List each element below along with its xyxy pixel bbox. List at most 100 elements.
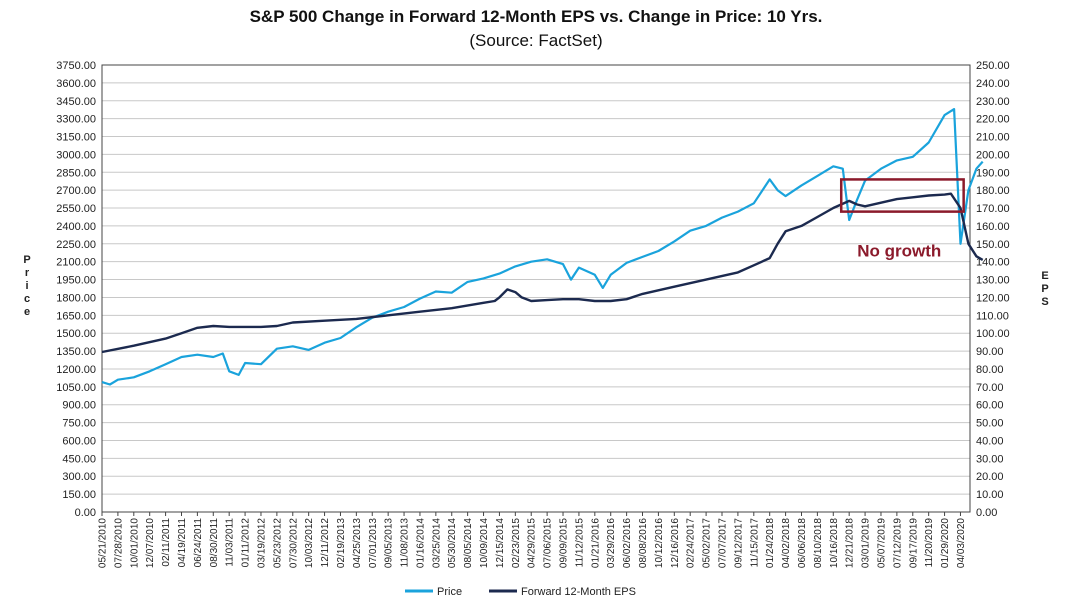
x-tick-label: 04/29/2015	[527, 518, 538, 568]
left-tick-label: 900.00	[62, 400, 96, 412]
left-tick-label: 3300.00	[56, 114, 96, 126]
left-tick-label: 750.00	[62, 418, 96, 430]
x-tick-label: 06/02/2016	[622, 518, 633, 568]
right-tick-label: 150.00	[976, 239, 1010, 251]
x-tick-label: 04/02/2018	[781, 518, 792, 568]
left-tick-label: 3000.00	[56, 149, 96, 161]
series-line-forward-12-month-eps	[101, 192, 984, 354]
x-tick-label: 07/12/2019	[892, 518, 903, 568]
x-tick-label: 02/23/2015	[511, 518, 522, 568]
chart-title: S&P 500 Change in Forward 12-Month EPS v…	[249, 7, 823, 26]
x-tick-label: 07/28/2010	[113, 518, 124, 568]
right-tick-label: 0.00	[976, 507, 997, 519]
right-tick-label: 170.00	[976, 203, 1010, 215]
left-tick-label: 300.00	[62, 471, 96, 483]
x-tick-label: 09/12/2017	[733, 518, 744, 568]
series-line-price	[101, 108, 984, 386]
x-tick-label: 05/30/2014	[447, 518, 458, 568]
left-tick-label: 3450.00	[56, 96, 96, 108]
x-tick-label: 10/09/2014	[479, 518, 490, 568]
left-tick-label: 1950.00	[56, 275, 96, 287]
x-tick-label: 09/09/2015	[559, 518, 570, 568]
x-tick-label: 03/19/2012	[256, 518, 267, 568]
x-tick-label: 08/05/2014	[463, 518, 474, 568]
right-tick-label: 50.00	[976, 418, 1004, 430]
right-tick-label: 180.00	[976, 185, 1010, 197]
left-tick-label: 1800.00	[56, 292, 96, 304]
x-tick-label: 03/01/2019	[861, 518, 872, 568]
x-tick-label: 11/03/2011	[225, 518, 236, 567]
legend-label: Price	[437, 586, 462, 598]
x-tick-label: 04/03/2020	[956, 518, 967, 568]
x-tick-label: 03/25/2014	[431, 518, 442, 568]
right-tick-label: 220.00	[976, 114, 1010, 126]
chart-subtitle: (Source: FactSet)	[469, 31, 603, 50]
right-tick-label: 240.00	[976, 78, 1010, 90]
plot-area-frame	[101, 64, 971, 513]
left-tick-label: 3600.00	[56, 78, 96, 90]
right-tick-label: 190.00	[976, 167, 1010, 179]
x-tick-label: 12/21/2018	[845, 518, 856, 568]
x-tick-label: 05/02/2017	[702, 518, 713, 568]
x-tick-label: 02/11/2011	[161, 518, 172, 567]
left-tick-label: 3750.00	[56, 60, 96, 72]
right-tick-label: 230.00	[976, 96, 1010, 108]
left-tick-label: 1500.00	[56, 328, 96, 340]
no-growth-box	[839, 178, 965, 213]
x-tick-label: 07/07/2017	[718, 518, 729, 568]
x-tick-label: 09/05/2013	[384, 518, 395, 568]
right-tick-label: 160.00	[976, 221, 1010, 233]
x-tick-label: 08/08/2016	[638, 518, 649, 568]
right-tick-label: 70.00	[976, 382, 1004, 394]
right-tick-label: 200.00	[976, 149, 1010, 161]
x-tick-label: 08/10/2018	[813, 518, 824, 568]
right-tick-label: 250.00	[976, 60, 1010, 72]
x-tick-label: 12/11/2012	[320, 518, 331, 568]
x-tick-label: 05/23/2012	[272, 518, 283, 568]
annotation-group: No growth	[839, 178, 965, 261]
x-tick-label: 06/24/2011	[193, 518, 204, 568]
x-tick-label: 10/16/2018	[829, 518, 840, 568]
right-tick-label: 60.00	[976, 400, 1004, 412]
x-tick-label: 01/11/2012	[241, 518, 252, 568]
left-tick-label: 450.00	[62, 453, 96, 465]
right-tick-label: 130.00	[976, 275, 1010, 287]
right-tick-label: 30.00	[976, 453, 1004, 465]
right-tick-label: 90.00	[976, 346, 1004, 358]
x-tick-label: 12/16/2016	[670, 518, 681, 568]
right-tick-label: 40.00	[976, 435, 1004, 447]
left-tick-label: 2100.00	[56, 257, 96, 269]
x-tick-label: 09/17/2019	[908, 518, 919, 568]
x-tick-label: 08/30/2011	[209, 518, 220, 568]
x-tick-label: 10/12/2016	[654, 518, 665, 568]
left-tick-label: 0.00	[75, 507, 96, 519]
x-tick-label: 04/19/2011	[177, 518, 188, 568]
right-tick-label: 110.00	[976, 310, 1009, 322]
x-tick-label: 06/06/2018	[797, 518, 808, 568]
x-tick-label: 07/01/2013	[368, 518, 379, 568]
right-tick-label: 10.00	[976, 489, 1004, 501]
x-tick-label: 03/29/2016	[606, 518, 617, 568]
legend: Price Forward 12-Month EPS	[405, 586, 636, 598]
x-tick-label: 11/08/2013	[400, 518, 411, 568]
x-tick-label: 10/01/2010	[129, 518, 140, 568]
left-tick-label: 1350.00	[56, 346, 96, 358]
left-axis: 0.00 150.00 300.00 450.00 600.00 750.00 900.00…	[56, 60, 96, 519]
x-tick-label: 12/07/2010	[145, 518, 156, 568]
legend-label: Forward 12-Month EPS	[521, 586, 636, 598]
left-tick-label: 3150.00	[56, 132, 96, 144]
right-tick-label: 140.00	[976, 257, 1010, 269]
x-tick-label: 07/30/2012	[288, 518, 299, 568]
left-tick-label: 2400.00	[56, 221, 96, 233]
x-tick-label: 11/12/2015	[574, 518, 585, 568]
x-tick-label: 04/25/2013	[352, 518, 363, 568]
grid-lines	[102, 64, 970, 513]
left-tick-label: 1200.00	[56, 364, 96, 376]
right-tick-label: 80.00	[976, 364, 1004, 376]
left-tick-label: 2550.00	[56, 203, 96, 215]
